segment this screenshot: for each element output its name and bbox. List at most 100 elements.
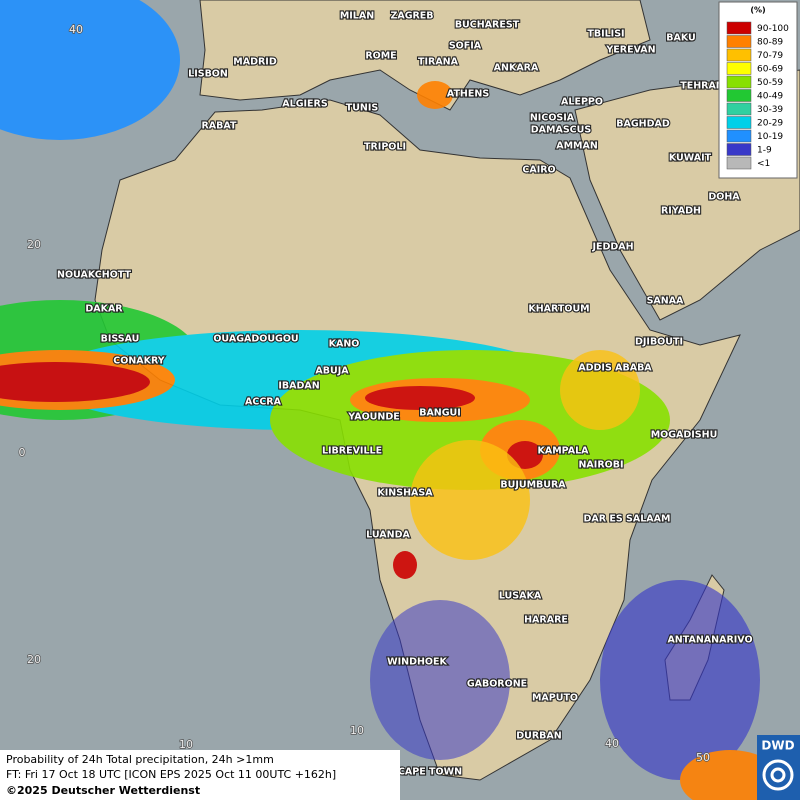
legend-label: <1 [757,159,770,169]
logo: DWD [757,735,800,800]
caption-box [0,750,400,800]
city-label: ANTANANARIVO [667,635,752,646]
city-label: MADRID [233,57,277,68]
legend-swatch [726,129,752,143]
city-label: ANKARA [494,63,539,74]
legend-swatch [726,116,752,129]
city-label: KUWAIT [669,153,712,164]
graticule-label: 40 [69,23,83,36]
logo-swirl [762,759,794,791]
graticule-label: 50 [696,751,710,764]
city-label: KAMPALA [537,446,589,457]
legend-label: 50-59 [757,78,783,88]
city-label: SANAA [647,296,684,307]
city-label: KANO [329,339,360,350]
city-label: NAIROBI [578,460,623,471]
logo-text: DWD [761,739,794,753]
caption: Probability of 24h Total precipitation, … [0,750,400,800]
city-label: OUAGADOUGOU [213,334,298,345]
city-label: JEDDAH [591,242,633,253]
city-label: LUSAKA [499,591,542,602]
graticule-label: 10 [350,724,364,737]
city-label: BAGHDAD [616,119,670,130]
precipitation [0,0,780,804]
city-label: RIYADH [661,206,701,217]
city-label: CONAKRY [113,356,165,367]
city-label: SOFIA [449,41,482,52]
city-label: IBADAN [278,381,319,392]
city-label: YEREVAN [605,45,655,56]
legend-swatch [726,35,752,48]
legend-swatch [726,21,752,35]
city-label: YAOUNDE [347,412,399,423]
legend-swatch [726,62,752,75]
city-label: KINSHASA [377,488,433,499]
legend-label: 60-69 [757,65,783,75]
caption-line: FT: Fri 17 Oct 18 UTC [ICON EPS 2025 Oct… [6,768,336,781]
legend-label: 80-89 [757,38,783,48]
city-label: ZAGREB [390,11,433,22]
city-label: TBILISI [587,29,624,40]
city-label: MOGADISHU [651,430,718,441]
city-label: NICOSIA [530,113,575,124]
city-label: TUNIS [346,103,379,114]
city-label: DAKAR [85,304,123,315]
graticule-label: 0 [19,446,26,459]
city-label: RABAT [201,121,237,132]
city-label: CAPE TOWN [398,767,462,778]
city-label: BUCHAREST [455,20,520,31]
copyright: ©2025 Deutscher Wetterdienst [6,784,200,797]
legend-swatch [726,102,752,116]
legend-swatch [726,89,752,102]
city-label: MAPUTO [532,693,578,704]
city-label: DURBAN [516,731,562,742]
graticule-label: 20 [27,653,41,666]
city-label: AMMAN [556,141,598,152]
city-label: BISSAU [101,334,140,345]
city-label: GABORONE [467,679,527,690]
city-label: LISBON [188,69,228,80]
city-label: CAIRO [522,165,555,176]
city-label: DAMASCUS [531,125,592,136]
graticule-label: 20 [27,238,41,251]
city-label: TRIPOLI [364,142,406,153]
legend-label: 20-29 [757,119,783,129]
legend-swatch [726,156,752,170]
city-label: DJIBOUTI [635,337,683,348]
legend-label: 30-39 [757,105,783,115]
city-label: TEHRAN [680,81,724,92]
legend-swatch [726,48,752,62]
logo-swirl [770,767,786,783]
city-label: MILAN [340,11,374,22]
city-label: BAKU [666,33,696,44]
legend-title: (%) [750,6,765,15]
legend-swatch [726,143,752,156]
city-label: ATHENS [447,89,489,100]
legend-label: 40-49 [757,92,783,102]
city-label: ADDIS ABABA [578,363,652,374]
city-label: DAR ES SALAAM [584,514,671,525]
city-label: TIRANA [418,57,459,68]
graticule-label: 40 [605,737,619,750]
city-label: KHARTOUM [528,304,589,315]
legend-label: 1-9 [757,146,772,156]
caption-line: Probability of 24h Total precipitation, … [6,753,274,766]
city-label: BANGUI [419,408,461,419]
city-label: ABUJA [315,366,349,377]
city-label: ACCRA [245,397,282,408]
city-label: HARARE [524,615,568,626]
legend-label: 70-79 [757,51,783,61]
legend-label: 10-19 [757,132,783,142]
city-label: ALGIERS [282,99,328,110]
city-label: WINDHOEK [387,657,447,668]
city-label: LIBREVILLE [322,446,382,457]
city-label: ROME [365,51,396,62]
legend-label: 90-100 [757,24,789,34]
legend-swatch [726,75,752,89]
city-label: LUANDA [366,530,410,541]
graticule-label: 10 [179,738,193,751]
city-label: ALEPPO [561,97,603,108]
city-label: DOHA [708,192,740,203]
city-label: NOUAKCHOTT [57,270,131,281]
